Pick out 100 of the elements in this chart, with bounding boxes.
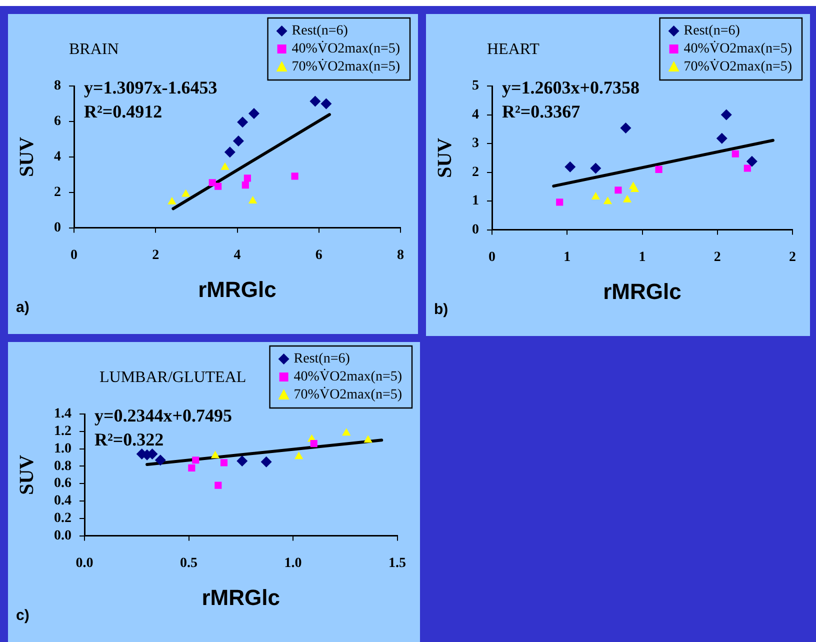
- y-tick-label: 1.0: [54, 441, 72, 456]
- point: [260, 456, 272, 468]
- point: [310, 440, 318, 448]
- x-tick-label: 1.5: [388, 556, 406, 571]
- legend-label: 40%V̇O2max(n=5): [294, 368, 402, 385]
- y-tick-label: 1: [472, 194, 479, 209]
- point: [744, 164, 751, 172]
- x-tick-label: 8: [397, 248, 404, 263]
- point: [716, 132, 728, 144]
- x-tick-label: 1: [638, 250, 646, 265]
- y-tick-label: 6: [54, 114, 61, 130]
- x-axis-title: rMRGlc: [603, 278, 682, 304]
- point: [248, 196, 258, 204]
- x-tick-label: 4: [234, 248, 241, 263]
- point: [236, 455, 248, 466]
- point: [320, 98, 332, 110]
- y-tick-label: 8: [54, 78, 61, 94]
- legend-label: 40%V̇O2max(n=5): [292, 40, 400, 57]
- x-tick-label: 0.0: [76, 556, 94, 571]
- point: [181, 189, 190, 197]
- point: [590, 162, 602, 174]
- point: [210, 450, 220, 458]
- point: [310, 96, 321, 107]
- point: [242, 182, 249, 189]
- y-tick-label: 0.2: [54, 511, 72, 526]
- y-axis-title: SUV: [16, 454, 38, 495]
- point: [248, 108, 260, 119]
- legend-label: 70%V̇O2max(n=5): [684, 58, 792, 75]
- x-axis-title: rMRGlc: [198, 276, 276, 302]
- annotation: R²=0.3367: [502, 102, 580, 122]
- point: [556, 198, 564, 206]
- annotation: R²=0.322: [94, 430, 164, 450]
- legend-label: Rest(n=6): [684, 24, 740, 39]
- point: [237, 116, 248, 128]
- annotation: y=1.3097x-1.6453: [84, 78, 218, 98]
- point: [192, 456, 200, 464]
- y-tick-label: 1.2: [54, 424, 72, 440]
- point: [620, 122, 632, 134]
- point: [591, 192, 600, 200]
- x-tick-label: 6: [315, 248, 322, 263]
- y-tick-label: 0.4: [54, 494, 72, 509]
- point: [364, 435, 372, 443]
- point: [746, 156, 758, 167]
- point: [614, 186, 622, 194]
- y-tick-label: 1.4: [54, 406, 72, 422]
- y-tick-label: 0: [54, 220, 61, 236]
- annotation: y=0.2344x+0.7495: [94, 406, 232, 426]
- point: [342, 428, 351, 436]
- x-tick-label: 1.0: [284, 556, 302, 571]
- y-tick-label: 0.6: [54, 476, 72, 492]
- legend-label: 70%V̇O2max(n=5): [294, 386, 402, 403]
- point: [214, 482, 222, 489]
- point: [630, 184, 640, 192]
- chart-title: HEART: [487, 41, 540, 58]
- x-tick-label: 0.5: [180, 556, 198, 571]
- point: [603, 196, 612, 204]
- point: [154, 454, 166, 466]
- chart-title: BRAIN: [69, 41, 120, 58]
- point: [720, 109, 732, 120]
- y-tick-label: 4: [54, 150, 61, 165]
- legend-label: 70%V̇O2max(n=5): [292, 58, 400, 75]
- point: [220, 459, 228, 466]
- legend-label: 40%V̇O2max(n=5): [684, 40, 792, 57]
- y-tick-label: 0.8: [54, 458, 72, 474]
- y-tick-label: 3: [472, 136, 479, 152]
- x-tick-label: 0: [488, 250, 496, 265]
- y-tick-label: 2: [472, 164, 479, 180]
- y-tick-label: 5: [472, 78, 479, 94]
- x-axis-title: rMRGlc: [202, 584, 280, 610]
- point: [622, 194, 632, 202]
- annotation: R²=0.4912: [84, 102, 162, 122]
- point: [291, 172, 298, 180]
- x-tick-label: 1: [564, 250, 571, 265]
- text: c): [16, 607, 30, 624]
- legend-label: Rest(n=6): [294, 352, 350, 367]
- x-tick-label: 2: [789, 250, 796, 265]
- point: [232, 135, 244, 146]
- point: [564, 161, 576, 172]
- text: b): [434, 301, 448, 318]
- point: [294, 452, 304, 460]
- point: [188, 464, 196, 472]
- y-tick-label: 0.0: [54, 528, 72, 544]
- legend-label: Rest(n=6): [292, 24, 348, 39]
- y-tick-label: 2: [54, 184, 61, 200]
- x-tick-label: 2: [152, 248, 160, 263]
- y-tick-label: 0: [472, 222, 479, 238]
- x-tick-label: 2: [714, 250, 721, 265]
- text: a): [16, 299, 30, 316]
- point: [244, 174, 251, 182]
- y-tick-label: 4: [472, 107, 479, 122]
- y-axis-title: SUV: [16, 136, 38, 177]
- point: [655, 166, 662, 173]
- annotation: y=1.2603x+0.7358: [502, 78, 640, 98]
- point: [224, 146, 236, 158]
- point: [220, 162, 230, 170]
- chart-title: LUMBAR/GLUTEAL: [100, 369, 246, 386]
- point: [214, 182, 222, 190]
- point: [732, 150, 739, 158]
- y-axis-title: SUV: [434, 137, 456, 178]
- point: [168, 196, 176, 204]
